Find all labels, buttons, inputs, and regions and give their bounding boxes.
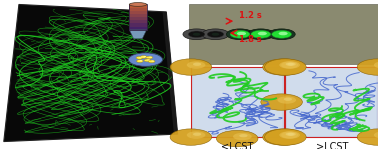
FancyBboxPatch shape: [285, 67, 378, 137]
Text: 1.2 s: 1.2 s: [239, 11, 262, 20]
Circle shape: [279, 32, 288, 35]
FancyBboxPatch shape: [129, 4, 147, 8]
Circle shape: [258, 32, 267, 35]
Circle shape: [272, 30, 291, 38]
Circle shape: [140, 56, 147, 58]
Circle shape: [151, 60, 154, 62]
Circle shape: [188, 31, 205, 38]
Circle shape: [357, 59, 378, 75]
Circle shape: [136, 56, 143, 59]
Circle shape: [357, 129, 378, 145]
Polygon shape: [129, 30, 147, 39]
Circle shape: [147, 59, 150, 60]
FancyBboxPatch shape: [129, 17, 147, 20]
FancyBboxPatch shape: [129, 8, 147, 11]
Circle shape: [265, 59, 306, 75]
Circle shape: [187, 61, 206, 69]
Circle shape: [287, 63, 296, 66]
Circle shape: [136, 60, 143, 62]
FancyBboxPatch shape: [129, 20, 147, 23]
Polygon shape: [4, 4, 178, 142]
Circle shape: [202, 29, 229, 40]
Circle shape: [279, 131, 298, 139]
Circle shape: [129, 53, 163, 66]
Circle shape: [239, 134, 248, 137]
Text: 1.8 s: 1.8 s: [239, 35, 262, 44]
FancyBboxPatch shape: [129, 27, 147, 30]
Circle shape: [139, 57, 142, 58]
FancyBboxPatch shape: [129, 11, 147, 14]
Circle shape: [251, 30, 271, 38]
Circle shape: [265, 129, 306, 145]
Ellipse shape: [129, 3, 147, 6]
Circle shape: [287, 133, 296, 136]
Circle shape: [193, 63, 201, 66]
Circle shape: [207, 31, 224, 38]
Polygon shape: [163, 12, 178, 134]
Circle shape: [374, 131, 378, 139]
Circle shape: [261, 94, 302, 110]
Circle shape: [263, 129, 304, 145]
Circle shape: [144, 59, 151, 62]
Text: <LCST: <LCST: [221, 142, 253, 149]
Circle shape: [187, 131, 206, 139]
FancyBboxPatch shape: [287, 68, 376, 136]
Circle shape: [233, 133, 252, 140]
Circle shape: [183, 29, 210, 40]
Circle shape: [374, 61, 378, 69]
Circle shape: [247, 29, 274, 40]
Circle shape: [193, 33, 200, 36]
Circle shape: [149, 56, 152, 58]
FancyBboxPatch shape: [193, 68, 282, 136]
Circle shape: [170, 59, 212, 75]
FancyBboxPatch shape: [189, 4, 378, 64]
Circle shape: [281, 61, 300, 69]
Circle shape: [230, 30, 250, 38]
Circle shape: [216, 130, 258, 147]
Circle shape: [170, 129, 212, 145]
Circle shape: [237, 32, 246, 35]
Text: >LCST: >LCST: [316, 142, 348, 149]
FancyBboxPatch shape: [191, 67, 284, 137]
Circle shape: [193, 133, 201, 136]
Circle shape: [148, 60, 155, 63]
Circle shape: [268, 29, 295, 40]
Circle shape: [281, 131, 300, 139]
Circle shape: [277, 96, 296, 104]
Circle shape: [279, 61, 298, 69]
FancyBboxPatch shape: [129, 23, 147, 27]
Circle shape: [285, 63, 294, 66]
Circle shape: [263, 59, 304, 75]
Circle shape: [226, 29, 254, 40]
Circle shape: [143, 56, 146, 57]
Circle shape: [285, 133, 294, 136]
Circle shape: [284, 98, 292, 101]
Circle shape: [139, 60, 143, 61]
Circle shape: [212, 33, 219, 36]
Circle shape: [146, 56, 153, 59]
FancyBboxPatch shape: [129, 14, 147, 17]
